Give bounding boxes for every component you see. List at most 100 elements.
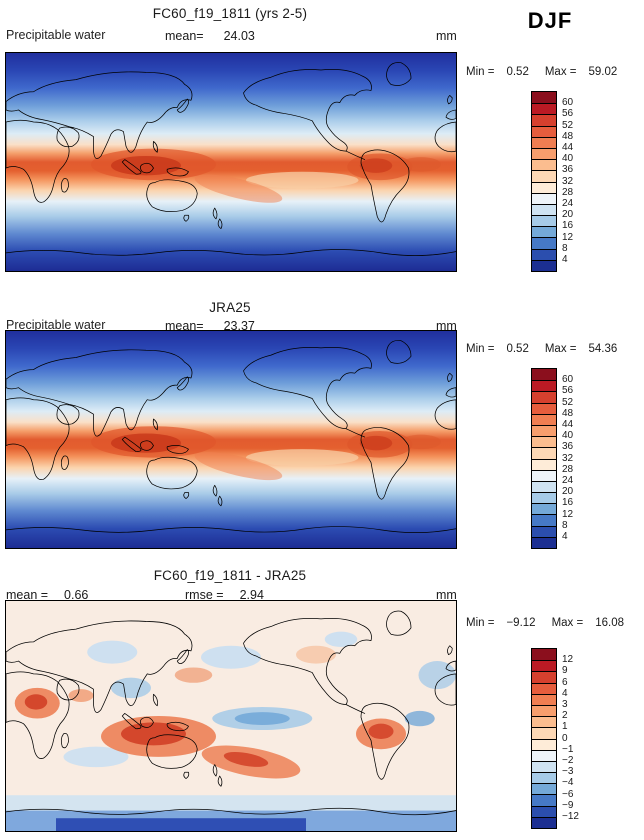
colorbar-tick-label: −1 <box>562 743 574 755</box>
colorbar-tick-label: −12 <box>562 811 579 822</box>
panel2-min-value: 0.52 <box>506 343 529 355</box>
colorbar-swatch <box>532 380 556 392</box>
panel1-mean-row: mean= 24.03 <box>165 29 255 43</box>
colorbar-tick-label: 20 <box>562 486 574 498</box>
colorbar-swatch <box>532 492 556 504</box>
colorbar-tick-label: 60 <box>562 374 574 386</box>
colorbar-tick-label: 28 <box>562 463 574 475</box>
panel3-rmse-label: rmse = <box>185 588 224 602</box>
panel2-mean-label: mean= <box>165 319 204 333</box>
panel1-mean-value: 24.03 <box>223 29 255 43</box>
panel3-max-value: 16.08 <box>595 617 624 629</box>
colorbar-tick-label: −2 <box>562 755 574 766</box>
colorbar-tick-label: 56 <box>562 108 574 120</box>
colorbar-model: 60 56 52 48 44 40 36 32 28 24 20 16 12 8 4 <box>531 91 601 272</box>
colorbar-swatch <box>532 248 556 260</box>
colorbar-swatch <box>532 503 556 515</box>
colorbar-swatch <box>532 693 556 705</box>
colorbar-tick-label: 4 <box>562 254 568 265</box>
colorbar-tick-label: 4 <box>562 687 568 699</box>
panel1-max-value: 59.02 <box>588 66 618 78</box>
colorbar-swatch <box>532 447 556 459</box>
colorbar-swatch <box>532 259 556 271</box>
panel2-variable-label: Precipitable water <box>6 318 106 332</box>
colorbar-swatch <box>532 103 556 115</box>
colorbar-swatch <box>532 125 556 137</box>
colorbar-tick-label: 0 <box>562 732 568 744</box>
colorbar-tick-label: −6 <box>562 788 574 800</box>
panel3-units: mm <box>436 588 457 602</box>
colorbar-swatch <box>532 136 556 148</box>
colorbar-reference: 60 56 52 48 44 40 36 32 28 24 20 16 12 8 4 <box>531 368 601 549</box>
colorbar-swatch <box>532 181 556 193</box>
colorbar-tick-label: 36 <box>562 441 574 453</box>
map-difference <box>5 600 457 832</box>
panel2-title: JRA25 <box>209 300 251 315</box>
panel2-max-label: Max = <box>544 343 577 355</box>
colorbar-tick-label: 4 <box>562 531 568 542</box>
colorbar-swatches <box>531 368 557 549</box>
colorbar-swatch <box>532 682 556 694</box>
colorbar-tick-label: 32 <box>562 452 574 464</box>
colorbar-tick-label: 60 <box>562 97 574 109</box>
colorbar-tick-label: −9 <box>562 799 574 811</box>
colorbar-swatches <box>531 648 557 829</box>
panel3-minmax: Min = −9.12 Max = 16.08 <box>466 617 624 629</box>
panel3-rmse-value: 2.94 <box>239 588 264 602</box>
panel3-min-value: −9.12 <box>506 617 536 629</box>
colorbar-tick-label: 36 <box>562 164 574 176</box>
colorbar-swatch <box>532 649 556 661</box>
colorbar-tick-label: 44 <box>562 142 574 153</box>
colorbar-tick-label: 28 <box>562 186 574 198</box>
colorbar-tick-label: 48 <box>562 407 574 419</box>
colorbar-swatch <box>532 727 556 739</box>
colorbar-swatch <box>532 480 556 493</box>
panel2-max-value: 54.36 <box>588 343 618 355</box>
colorbar-swatch <box>532 749 556 761</box>
panel1-max-label: Max = <box>544 66 577 78</box>
panel1-variable-label: Precipitable water <box>6 28 106 42</box>
colorbar-tick-label: 48 <box>562 130 574 142</box>
colorbar-swatches <box>531 91 557 272</box>
panel3-rmse-row: rmse = 2.94 <box>185 588 264 602</box>
panel1-min-label: Min = <box>466 66 495 78</box>
colorbar-swatch <box>532 402 556 414</box>
colorbar-swatch <box>532 413 556 425</box>
panel1-minmax: Min = 0.52 Max = 59.02 <box>466 66 617 78</box>
colorbar-swatch <box>532 170 556 182</box>
colorbar-tick-label: 24 <box>562 475 574 486</box>
colorbar-tick-label: 16 <box>562 220 574 232</box>
colorbar-swatch <box>532 716 556 728</box>
colorbar-swatch <box>532 794 556 806</box>
colorbar-tick-label: 40 <box>562 430 574 442</box>
colorbar-tick-label: 16 <box>562 497 574 509</box>
colorbar-tick-label: 8 <box>562 519 568 531</box>
panel1-min-value: 0.52 <box>506 66 529 78</box>
colorbar-swatch <box>532 660 556 672</box>
colorbar-tick-label: 44 <box>562 419 574 430</box>
colorbar-swatch <box>532 772 556 784</box>
colorbar-swatch <box>532 783 556 795</box>
colorbar-swatch <box>532 704 556 717</box>
panel2-mean-value: 23.37 <box>223 319 255 333</box>
colorbar-swatch <box>532 805 556 817</box>
panel2-mean-row: mean= 23.37 <box>165 319 255 333</box>
colorbar-swatch <box>532 738 556 750</box>
colorbar-tick-label: 20 <box>562 209 574 221</box>
colorbar-difference: 12 9 6 4 3 2 1 0 −1 −2 −3 −4 −6 −9 −12 <box>531 648 601 829</box>
colorbar-tick-label: 40 <box>562 153 574 165</box>
colorbar-swatch <box>532 114 556 126</box>
colorbar-tick-label: 6 <box>562 676 568 688</box>
colorbar-tick-label: 1 <box>562 721 568 733</box>
colorbar-tick-label: 12 <box>562 231 574 243</box>
map-reference <box>5 330 457 549</box>
colorbar-tick-label: −3 <box>562 766 574 778</box>
colorbar-tick-label: −4 <box>562 777 574 789</box>
colorbar-tick-label: 24 <box>562 198 574 209</box>
panel1-title: FC60_f19_1811 (yrs 2-5) <box>152 6 308 21</box>
colorbar-tick-label: 9 <box>562 665 568 677</box>
colorbar-tick-label: 52 <box>562 396 574 408</box>
panel2-min-label: Min = <box>466 343 495 355</box>
colorbar-swatch <box>532 203 556 216</box>
